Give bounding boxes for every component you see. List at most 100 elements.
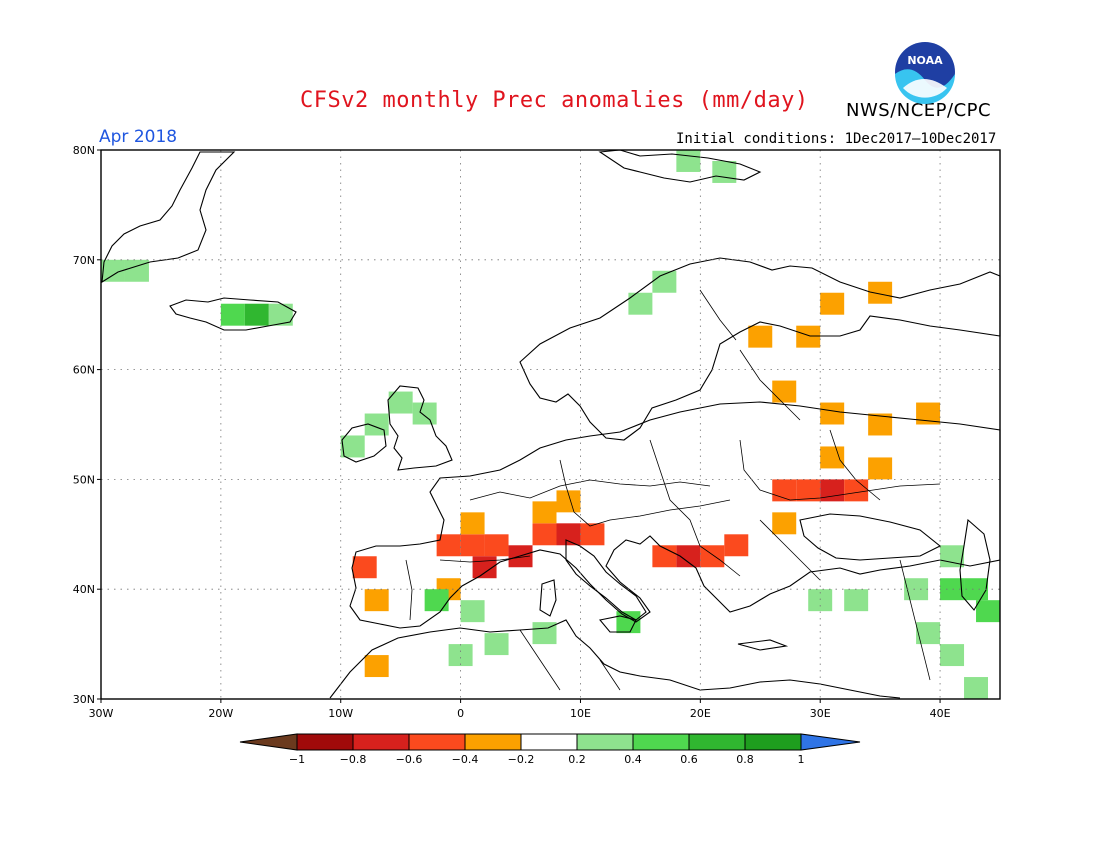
anomaly-cell bbox=[532, 523, 557, 546]
colorbar: −1 −0.8 −0.6 −0.4 −0.2 0.2 0.4 0.6 0.8 1 bbox=[239, 733, 861, 766]
colorbar-tick-label: −0.4 bbox=[452, 753, 479, 766]
anomaly-cell bbox=[820, 446, 845, 469]
anomaly-cell bbox=[820, 402, 845, 425]
anomaly-cell bbox=[268, 303, 293, 326]
anomaly-cell bbox=[820, 292, 845, 315]
agency-label: NWS/NCEP/CPC bbox=[846, 100, 992, 121]
colorbar-low-arrow bbox=[239, 733, 298, 751]
border-5 bbox=[829, 429, 881, 501]
anomaly-cell bbox=[388, 391, 413, 414]
sicily-coast bbox=[598, 615, 637, 633]
colorbar-tick-label: −0.6 bbox=[396, 753, 423, 766]
border-3 bbox=[649, 439, 741, 577]
colorbar-bin bbox=[520, 733, 578, 751]
anomaly-cell bbox=[101, 259, 125, 282]
caspian-coast bbox=[959, 518, 991, 611]
anomaly-cell bbox=[484, 633, 509, 656]
colorbar-tick-label: 0.6 bbox=[680, 753, 698, 766]
lon-tick-label: 10E bbox=[570, 707, 591, 720]
colorbar-tick-label: 0.2 bbox=[568, 753, 586, 766]
ireland-coast bbox=[341, 423, 387, 463]
lon-tick-label: 20W bbox=[208, 707, 233, 720]
anomaly-cell bbox=[484, 534, 509, 557]
colorbar-tick-label: 1 bbox=[798, 753, 805, 766]
anomaly-cell bbox=[412, 402, 437, 425]
anomaly-cell bbox=[556, 523, 581, 546]
lon-tick-label: 10W bbox=[328, 707, 353, 720]
lat-tick-label: 30N bbox=[73, 693, 95, 706]
country-borders bbox=[405, 289, 941, 691]
colorbar-bin bbox=[464, 733, 522, 751]
map-frame bbox=[100, 149, 1001, 700]
noaa-logo: NOAA bbox=[895, 42, 955, 104]
anomaly-cell bbox=[748, 325, 773, 348]
anomaly-cell bbox=[424, 589, 449, 612]
anomaly-cell bbox=[676, 150, 701, 172]
anomaly-cell bbox=[676, 545, 701, 568]
anomaly-cell bbox=[820, 479, 845, 502]
anomaly-cell bbox=[364, 655, 389, 678]
anomaly-cell bbox=[628, 292, 653, 315]
border-13 bbox=[699, 289, 737, 341]
map-title: CFSv2 monthly Prec anomalies (mm/day) bbox=[300, 88, 809, 113]
svalbard-coast bbox=[598, 149, 762, 183]
africa-coast bbox=[329, 619, 901, 699]
anomaly-cell bbox=[220, 303, 245, 326]
anomaly-cell bbox=[808, 589, 833, 612]
border-11 bbox=[599, 659, 621, 691]
anomaly-cell bbox=[964, 677, 989, 699]
anomaly-cell bbox=[916, 622, 941, 645]
anomaly-cell bbox=[616, 611, 641, 634]
anomaly-cell bbox=[124, 259, 149, 282]
anomaly-cell bbox=[964, 578, 989, 601]
anomaly-cell bbox=[868, 281, 893, 304]
anomaly-cell bbox=[844, 479, 869, 502]
anomaly-cell bbox=[460, 534, 485, 557]
colorbar-high-arrow bbox=[800, 733, 861, 751]
lon-tick-label: 0 bbox=[457, 707, 464, 720]
britain-coast bbox=[387, 385, 453, 471]
colorbar-bin bbox=[744, 733, 802, 751]
italy-coast bbox=[565, 539, 647, 621]
anomaly-cell bbox=[772, 512, 797, 535]
lat-tick-label: 50N bbox=[73, 473, 95, 486]
anomaly-cell bbox=[532, 501, 557, 524]
anomaly-cell bbox=[940, 644, 965, 667]
anomaly-cell bbox=[460, 600, 485, 623]
anomaly-cell bbox=[940, 578, 965, 601]
anomaly-cell bbox=[868, 413, 893, 436]
scandinavia-coast bbox=[519, 257, 1001, 441]
lon-tick-label: 30W bbox=[89, 707, 114, 720]
border-10 bbox=[519, 629, 561, 691]
europe-coast bbox=[349, 401, 1001, 629]
colorbar-tick-label: −0.8 bbox=[340, 753, 367, 766]
colorbar-bin bbox=[688, 733, 746, 751]
anomaly-cell bbox=[580, 523, 605, 546]
anomaly-cell bbox=[796, 479, 821, 502]
border-2 bbox=[559, 459, 731, 527]
latitude-labels: 80N 70N 60N 50N 40N 30N bbox=[73, 144, 101, 706]
anomaly-cell bbox=[916, 402, 941, 425]
anomaly-cell bbox=[556, 490, 581, 513]
initial-conditions-label: Initial conditions: 1Dec2017–10Dec2017 bbox=[676, 131, 997, 147]
border-4 bbox=[739, 439, 941, 501]
anomaly-cell bbox=[532, 622, 557, 645]
longitude-labels: 30W 20W 10W 0 10E 20E 30E 40E bbox=[89, 699, 951, 720]
colorbar-bin bbox=[352, 733, 410, 751]
anomaly-cell bbox=[436, 534, 461, 557]
anomaly-cell bbox=[244, 303, 269, 326]
lat-tick-label: 40N bbox=[73, 583, 95, 596]
sardinia-coast bbox=[539, 579, 557, 617]
border-7 bbox=[405, 559, 413, 621]
border-6 bbox=[439, 555, 531, 563]
anomaly-cell bbox=[904, 578, 929, 601]
anomaly-cell bbox=[796, 325, 821, 348]
noaa-logo-text: NOAA bbox=[907, 54, 943, 67]
anomaly-cell bbox=[340, 435, 365, 458]
anomaly-cell bbox=[460, 512, 485, 535]
crete-coast bbox=[737, 639, 789, 651]
anomaly-cell bbox=[712, 160, 737, 183]
lon-tick-label: 30E bbox=[810, 707, 831, 720]
colorbar-bin bbox=[408, 733, 466, 751]
